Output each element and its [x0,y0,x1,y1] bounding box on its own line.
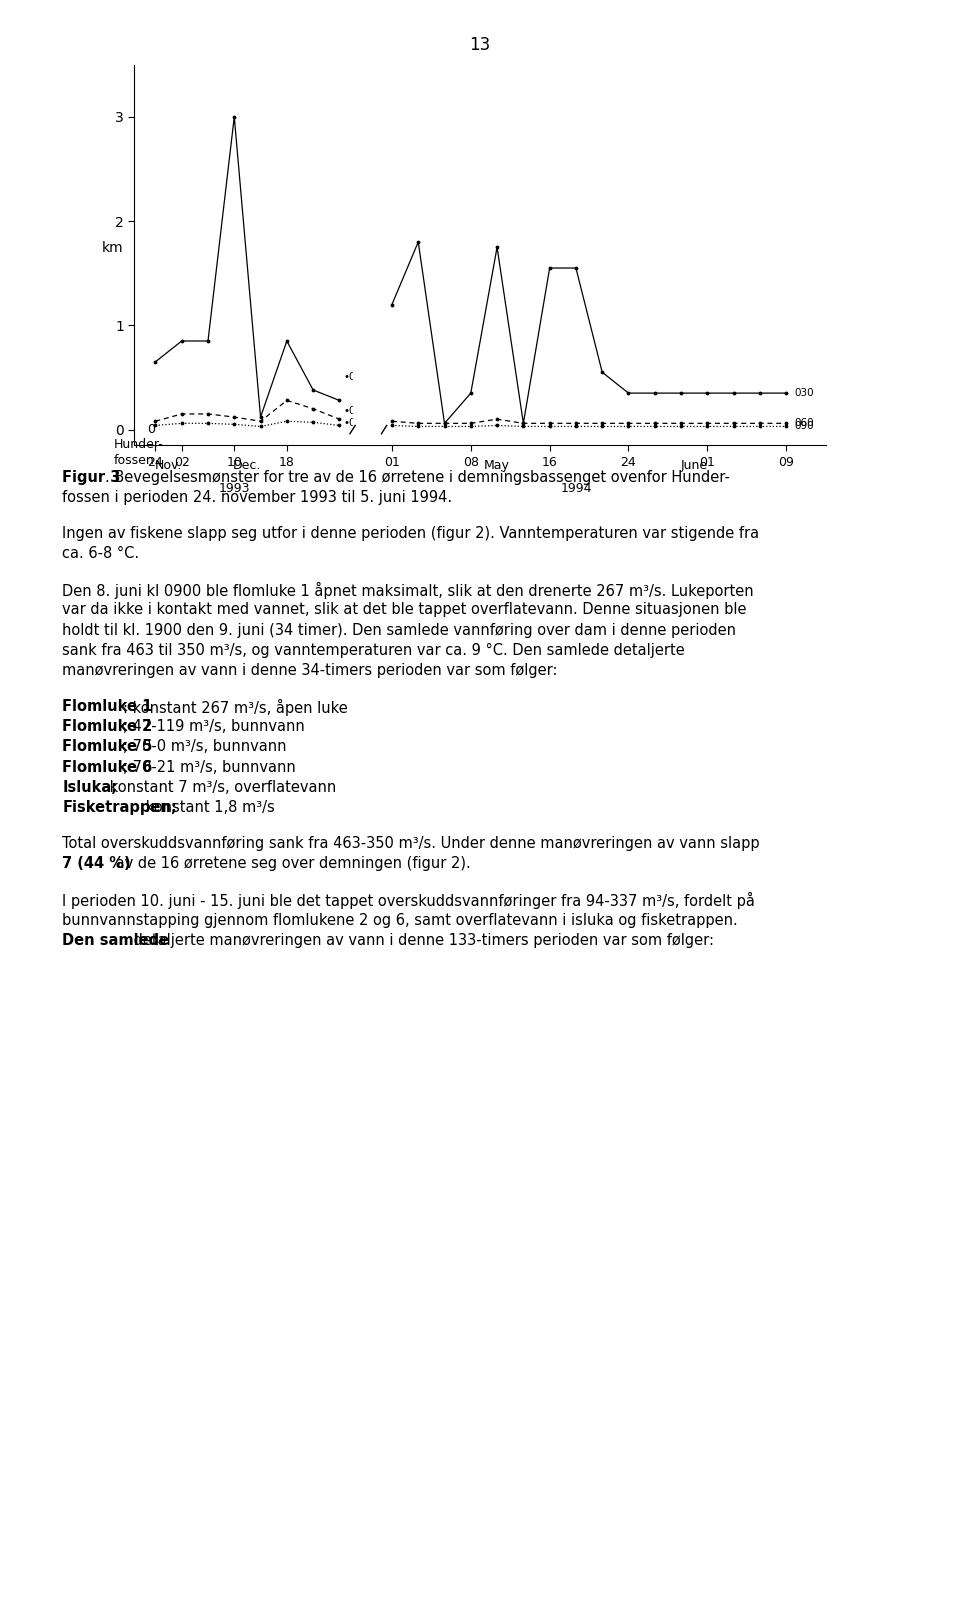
Bar [352,65,384,445]
Text: Total overskuddsvannføring sank fra 463-350 m³/s. Under denne manøvreringen av v: Total overskuddsvannføring sank fra 463-… [62,835,760,852]
Text: Nov.: Nov. [155,460,182,473]
Y-axis label: km: km [102,241,123,254]
Text: fossen i perioden 24. november 1993 til 5. juni 1994.: fossen i perioden 24. november 1993 til … [62,489,452,505]
Text: Dec.: Dec. [233,460,261,473]
Text: Ingen av fiskene slapp seg utfor i denne perioden (figur 2). Vanntemperaturen va: Ingen av fiskene slapp seg utfor i denne… [62,526,759,541]
Text: Flomluke 1: Flomluke 1 [62,699,153,714]
Text: . Bevegelsesmønster for tre av de 16 ørretene i demningsbassenget ovenfor Hunder: . Bevegelsesmønster for tre av de 16 ørr… [105,470,730,484]
Text: •060: •060 [344,406,369,416]
Text: holdt til kl. 1900 den 9. juni (34 timer). Den samlede vannføring over dam i den: holdt til kl. 1900 den 9. juni (34 timer… [62,623,736,638]
Text: Flomluke 5: Flomluke 5 [62,740,153,754]
Text: 1993: 1993 [219,482,250,495]
Text: : konstant 267 m³/s, åpen luke: : konstant 267 m³/s, åpen luke [123,699,348,716]
Text: konstant 7 m³/s, overflatevann: konstant 7 m³/s, overflatevann [105,780,336,795]
Text: 1994: 1994 [561,482,591,495]
Text: konstant 1,8 m³/s: konstant 1,8 m³/s [141,800,275,814]
Text: •030: •030 [344,372,369,382]
Text: bunnvannstapping gjennom flomlukene 2 og 6, samt overflatevann i isluka og fiske: bunnvannstapping gjennom flomlukene 2 og… [62,913,738,928]
Text: I perioden 10. juni - 15. juni ble det tappet overskuddsvannføringer fra 94-337 : I perioden 10. juni - 15. juni ble det t… [62,892,756,910]
Text: ; 47-119 m³/s, bunnvann: ; 47-119 m³/s, bunnvann [123,719,304,735]
Text: 030: 030 [794,389,814,398]
Text: Figur 3: Figur 3 [62,470,121,484]
Text: Flomluke 6: Flomluke 6 [62,759,153,774]
Text: May: May [484,460,510,473]
Text: 13: 13 [469,36,491,53]
Text: 0: 0 [147,423,155,436]
Text: June: June [681,460,708,473]
Text: detaljerte manøvreringen av vann i denne 133-timers perioden var som følger:: detaljerte manøvreringen av vann i denne… [129,933,714,947]
Text: ; 70-21 m³/s, bunnvann: ; 70-21 m³/s, bunnvann [123,759,296,774]
Text: Isluka;: Isluka; [62,780,117,795]
Text: manøvreringen av vann i denne 34-timers perioden var som følger:: manøvreringen av vann i denne 34-timers … [62,662,558,678]
Text: 060: 060 [794,418,814,429]
Text: Hunder-
fossen: Hunder- fossen [113,437,163,466]
Text: Flomluke 2: Flomluke 2 [62,719,153,735]
Text: Den samlede: Den samlede [62,933,170,947]
Text: sank fra 463 til 350 m³/s, og vanntemperaturen var ca. 9 °C. Den samlede detalje: sank fra 463 til 350 m³/s, og vanntemper… [62,643,685,657]
Text: 090: 090 [794,421,814,431]
Text: •090: •090 [344,418,369,429]
Text: 7 (44 %): 7 (44 %) [62,856,131,871]
Text: Den 8. juni kl 0900 ble flomluke 1 åpnet maksimalt, slik at den drenerte 267 m³/: Den 8. juni kl 0900 ble flomluke 1 åpnet… [62,583,754,599]
Text: var da ikke i kontakt med vannet, slik at det ble tappet overflatevann. Denne si: var da ikke i kontakt med vannet, slik a… [62,602,747,617]
Text: Fisketrappen;: Fisketrappen; [62,800,178,814]
Text: ca. 6-8 °C.: ca. 6-8 °C. [62,546,139,562]
Text: av de 16 ørretene seg over demningen (figur 2).: av de 16 ørretene seg over demningen (fi… [110,856,470,871]
Text: ; 70-0 m³/s, bunnvann: ; 70-0 m³/s, bunnvann [123,740,286,754]
